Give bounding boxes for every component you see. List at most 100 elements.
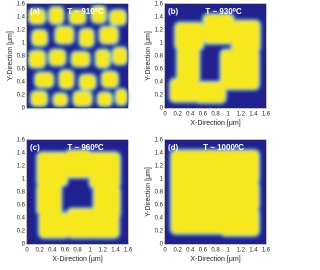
x-tick-label: 0.8 (211, 248, 220, 254)
phase-region (203, 14, 234, 44)
y-tick-label: 0.2 (155, 93, 164, 99)
x-axis-label: X-Direction [μm] (190, 120, 240, 127)
phase-regions (35, 148, 122, 240)
panel-title: T ~ 1000⁰C (203, 143, 244, 152)
phase-region (67, 208, 96, 238)
phase-region (175, 22, 204, 50)
phase-region (220, 150, 259, 184)
y-tick-label: 0 (160, 106, 164, 112)
phase-region (95, 49, 110, 68)
panel-title: T ~ 930⁰C (205, 7, 242, 16)
phase-region (97, 92, 112, 106)
panel-label: (b) (168, 7, 179, 16)
figure: (a) T ~ 910⁰C00.20.40.60.811.21.41.6Y-Dir… (7, 2, 271, 263)
y-tick-label: 1.6 (17, 2, 26, 8)
x-tick-label: 0.8 (211, 112, 220, 118)
panel-label: (d) (168, 143, 179, 152)
x-tick-label: 1.6 (262, 248, 271, 254)
phase-region (99, 26, 118, 44)
phase-region (29, 50, 46, 68)
phase-region (53, 93, 68, 106)
y-tick-label: 0.4 (17, 80, 26, 86)
phase-region (231, 20, 260, 52)
phase-region (39, 212, 70, 238)
y-tick-label: 0.6 (155, 67, 164, 73)
x-axis-label: X-Direction [μm] (52, 256, 102, 263)
phase-region (112, 47, 127, 65)
y-tick-label: 0.2 (17, 229, 26, 235)
y-tick-label: 0.4 (17, 216, 26, 222)
y-tick-label: 1.2 (155, 28, 164, 34)
y-tick-label: 1.6 (17, 138, 26, 144)
phase-region (35, 72, 54, 88)
x-tick-label: 0.2 (35, 248, 44, 254)
phase-region (170, 78, 199, 102)
panel-title: T ~ 960⁰C (67, 143, 104, 152)
x-tick-label: 0.6 (61, 248, 70, 254)
y-tick-label: 0 (22, 242, 26, 248)
y-tick-label: 1 (22, 177, 26, 183)
panel-title: T ~ 910⁰C (67, 7, 104, 16)
y-tick-label: 0.2 (17, 93, 26, 99)
phase-region (71, 51, 90, 67)
phase-region (89, 152, 120, 188)
y-tick-label: 0.8 (17, 190, 26, 196)
y-tick-label: 0 (160, 242, 164, 248)
panel: (a) T ~ 910⁰C 0 0.2 0.4 0.6 0.8 1 1.2 1.4 1.6 Y-Dir… (7, 2, 129, 112)
phase-region (37, 152, 68, 186)
phase-regions (27, 4, 129, 108)
phase-region (195, 82, 226, 103)
y-tick-label: 0.6 (155, 203, 164, 209)
x-tick-label: 0 (163, 248, 167, 254)
y-tick-label: 1.2 (155, 164, 164, 170)
phase-region (49, 7, 64, 24)
phase-region (101, 71, 118, 88)
x-tick-label: 1 (226, 112, 230, 118)
y-tick-label: 1 (160, 41, 164, 47)
x-tick-label: 1 (88, 248, 92, 254)
phase-region (93, 185, 120, 220)
phase-region (32, 30, 48, 46)
phase-region (90, 214, 119, 238)
y-tick-label: 1.6 (155, 138, 164, 144)
y-tick-label: 0.2 (155, 229, 164, 235)
x-tick-label: 1 (226, 248, 230, 254)
panel-label: (a) (30, 7, 40, 16)
y-tick-label: 1.4 (155, 15, 164, 21)
phase-region (31, 91, 48, 106)
phase-region (91, 6, 106, 23)
x-tick-label: 0.4 (48, 248, 57, 254)
phase-regions (169, 148, 261, 238)
x-tick-label: 1.4 (249, 248, 258, 254)
phase-region (37, 183, 62, 215)
y-tick-label: 1.2 (17, 28, 26, 34)
x-tick-label: 0.2 (173, 112, 182, 118)
x-tick-label: 0.4 (186, 112, 195, 118)
phase-region (220, 208, 259, 236)
phase-region (29, 9, 46, 24)
y-axis-label: Y-Direction [μm] (145, 167, 152, 217)
phase-region (49, 49, 66, 66)
y-tick-label: 0 (22, 106, 26, 112)
phase-region (55, 26, 74, 44)
x-tick-label: 0.2 (173, 248, 182, 254)
y-tick-label: 1.2 (17, 164, 26, 170)
y-tick-label: 1.4 (17, 15, 26, 21)
x-tick-label: 0.8 (73, 248, 82, 254)
x-tick-label: 1.2 (237, 248, 246, 254)
y-tick-label: 0.6 (17, 67, 26, 73)
x-tick-label: 0.6 (199, 248, 208, 254)
y-tick-label: 1.4 (17, 151, 26, 157)
phase-region (220, 49, 259, 90)
y-tick-label: 1.6 (155, 2, 164, 8)
x-tick-label: 0 (25, 248, 29, 254)
y-tick-label: 0.8 (155, 54, 164, 60)
phase-regions (168, 12, 262, 105)
phase-region (220, 181, 259, 211)
panel-label: (c) (30, 143, 40, 152)
x-tick-label: 1.2 (237, 112, 246, 118)
x-tick-label: 1.2 (99, 248, 108, 254)
